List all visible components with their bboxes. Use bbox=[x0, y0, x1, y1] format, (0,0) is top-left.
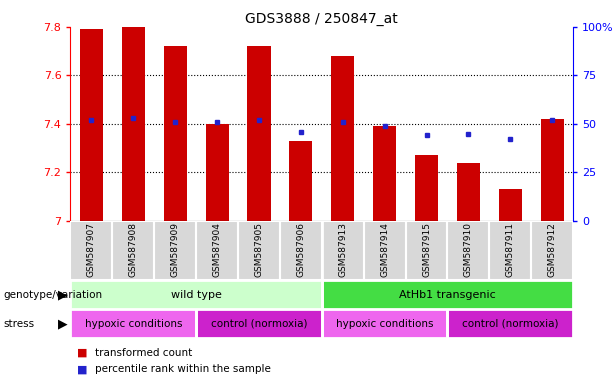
Bar bbox=[70, 309, 196, 338]
Text: GSM587911: GSM587911 bbox=[506, 222, 515, 277]
Text: ■: ■ bbox=[77, 348, 87, 358]
Bar bbox=[154, 221, 196, 280]
Bar bbox=[154, 221, 196, 280]
Bar bbox=[70, 221, 112, 280]
Bar bbox=[238, 221, 280, 280]
Text: hypoxic conditions: hypoxic conditions bbox=[336, 318, 433, 329]
Bar bbox=[373, 126, 396, 221]
Text: GSM587905: GSM587905 bbox=[254, 222, 264, 277]
Bar bbox=[164, 46, 187, 221]
Bar bbox=[80, 29, 103, 221]
Text: genotype/variation: genotype/variation bbox=[3, 290, 102, 300]
Text: hypoxic conditions: hypoxic conditions bbox=[85, 318, 182, 329]
Text: GSM587914: GSM587914 bbox=[380, 222, 389, 277]
Bar bbox=[322, 280, 573, 309]
Bar bbox=[531, 221, 573, 280]
Bar bbox=[70, 280, 322, 309]
Bar bbox=[541, 119, 564, 221]
Bar bbox=[196, 221, 238, 280]
Text: GSM587906: GSM587906 bbox=[296, 222, 305, 277]
Bar bbox=[322, 221, 364, 280]
Text: GSM587912: GSM587912 bbox=[547, 222, 557, 277]
Bar bbox=[112, 221, 154, 280]
Title: GDS3888 / 250847_at: GDS3888 / 250847_at bbox=[245, 12, 398, 26]
Bar bbox=[280, 221, 322, 280]
Bar bbox=[447, 221, 489, 280]
Bar bbox=[196, 309, 322, 338]
Text: GSM587908: GSM587908 bbox=[129, 222, 138, 277]
Bar bbox=[406, 221, 447, 280]
Text: GSM587904: GSM587904 bbox=[213, 222, 222, 277]
Bar bbox=[447, 221, 489, 280]
Text: GSM587915: GSM587915 bbox=[422, 222, 431, 277]
Text: control (normoxia): control (normoxia) bbox=[462, 318, 558, 329]
Bar bbox=[205, 124, 229, 221]
Bar bbox=[70, 280, 322, 309]
Bar bbox=[70, 309, 196, 338]
Text: control (normoxia): control (normoxia) bbox=[211, 318, 307, 329]
Bar bbox=[322, 221, 364, 280]
Text: transformed count: transformed count bbox=[95, 348, 192, 358]
Bar bbox=[499, 189, 522, 221]
Bar bbox=[196, 309, 322, 338]
Bar bbox=[322, 309, 447, 338]
Bar bbox=[531, 221, 573, 280]
Text: AtHb1 transgenic: AtHb1 transgenic bbox=[399, 290, 496, 300]
Text: GSM587913: GSM587913 bbox=[338, 222, 348, 277]
Bar bbox=[122, 27, 145, 221]
Bar bbox=[406, 221, 447, 280]
Bar bbox=[489, 221, 531, 280]
Text: GSM587907: GSM587907 bbox=[87, 222, 96, 277]
Bar bbox=[489, 221, 531, 280]
Bar bbox=[70, 221, 112, 280]
Text: percentile rank within the sample: percentile rank within the sample bbox=[95, 364, 271, 374]
Bar bbox=[112, 221, 154, 280]
Bar bbox=[238, 221, 280, 280]
Bar bbox=[447, 309, 573, 338]
Bar bbox=[248, 46, 270, 221]
Bar bbox=[196, 221, 238, 280]
Text: wild type: wild type bbox=[171, 290, 221, 300]
Text: GSM587909: GSM587909 bbox=[170, 222, 180, 277]
Text: ▶: ▶ bbox=[58, 288, 67, 301]
Text: GSM587910: GSM587910 bbox=[464, 222, 473, 277]
Bar bbox=[364, 221, 406, 280]
Bar bbox=[415, 156, 438, 221]
Bar bbox=[289, 141, 313, 221]
Bar bbox=[322, 280, 573, 309]
Bar bbox=[331, 56, 354, 221]
Bar bbox=[280, 221, 322, 280]
Bar bbox=[364, 221, 406, 280]
Text: ▶: ▶ bbox=[58, 317, 67, 330]
Bar bbox=[457, 162, 480, 221]
Text: stress: stress bbox=[3, 318, 34, 329]
Bar bbox=[322, 309, 447, 338]
Bar bbox=[447, 309, 573, 338]
Text: ■: ■ bbox=[77, 364, 87, 374]
